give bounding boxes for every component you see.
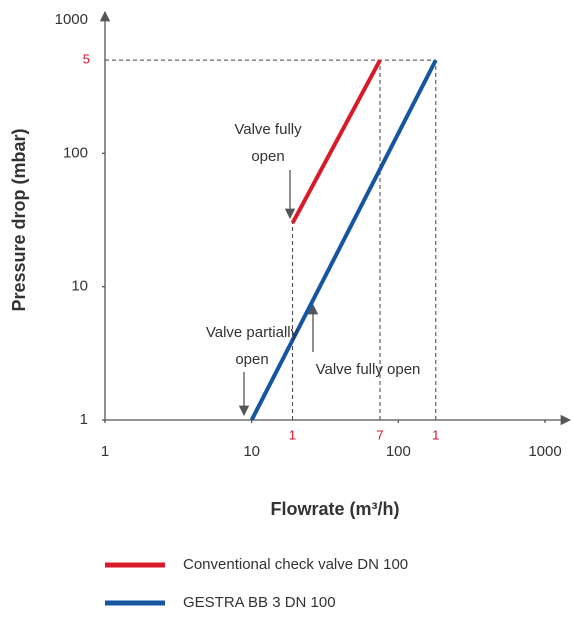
y-tick-label: 1000	[55, 11, 88, 28]
x-axis-label: Flowrate (m³/h)	[271, 499, 400, 519]
x-tick-label: 100	[386, 443, 411, 460]
x-marker-label: 1	[432, 427, 439, 442]
annotation: open	[235, 351, 268, 368]
legend-label: Conventional check valve DN 100	[183, 556, 408, 573]
x-tick-label: 1	[101, 443, 109, 460]
y-tick-label: 10	[71, 278, 88, 295]
annotation: open	[251, 148, 284, 165]
annotation: Valve fully	[234, 121, 302, 138]
x-tick-label: 1000	[528, 443, 561, 460]
x-marker-label: 7	[376, 427, 383, 442]
x-marker-label: 1	[289, 427, 296, 442]
annotation: Valve partially	[206, 324, 299, 341]
annotation: Valve fully open	[316, 361, 421, 378]
y-axis-label: Pressure drop (mbar)	[9, 128, 29, 311]
legend-label: GESTRA BB 3 DN 100	[183, 594, 336, 611]
line	[249, 59, 438, 421]
line	[290, 59, 382, 224]
y-tick-label: 1	[80, 411, 88, 428]
y-marker-label: 5	[83, 52, 90, 67]
x-tick-label: 10	[243, 443, 260, 460]
y-tick-label: 100	[63, 144, 88, 161]
